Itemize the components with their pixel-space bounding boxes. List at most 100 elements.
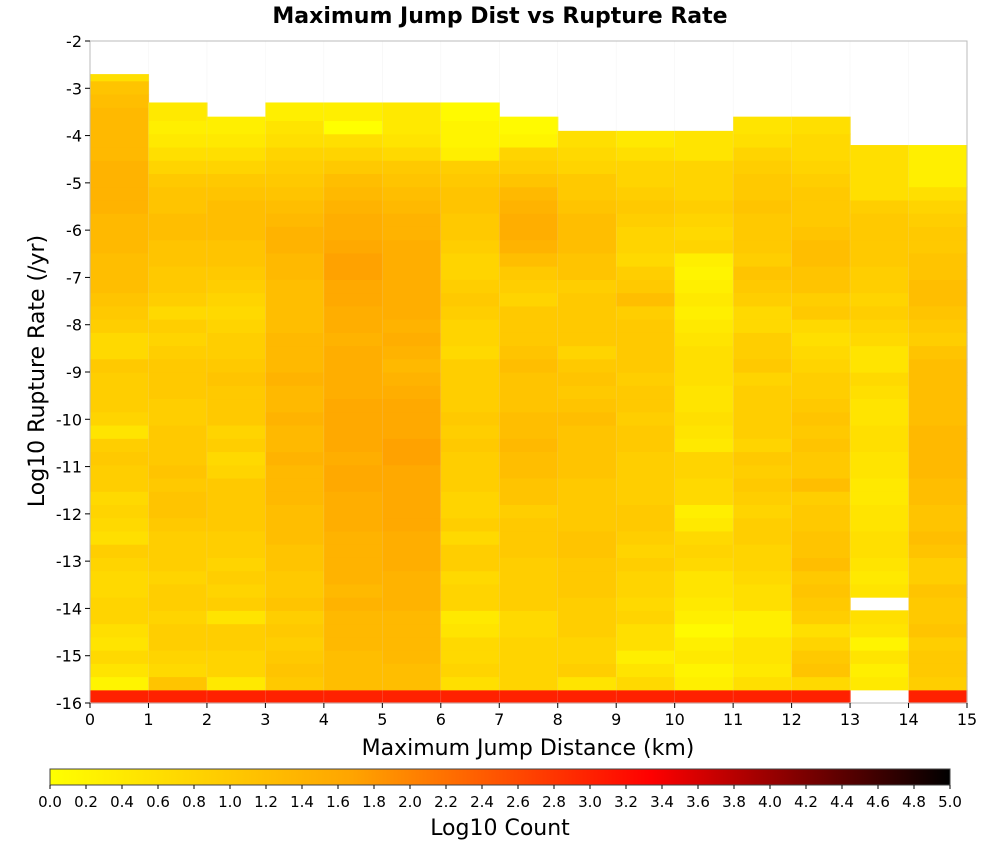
heatmap-cell — [265, 477, 325, 492]
heatmap-cell — [499, 358, 559, 373]
heatmap-cell — [616, 372, 676, 386]
heatmap-cell — [791, 610, 851, 625]
heatmap-cell — [791, 213, 851, 227]
colorbar-tick-label: 3.4 — [650, 793, 674, 811]
heatmap-cell — [674, 186, 734, 201]
heatmap-cell — [733, 372, 793, 386]
heatmap-cell — [850, 610, 910, 625]
heatmap-cell — [557, 372, 617, 386]
heatmap-cell — [557, 504, 617, 519]
heatmap-cell — [382, 504, 442, 519]
colorbar-tick-label: 4.6 — [866, 793, 890, 811]
heatmap-cell — [382, 424, 442, 439]
heatmap-cell — [323, 372, 383, 386]
heatmap-cell — [206, 623, 266, 638]
heatmap-cell — [382, 570, 442, 585]
colorbar-tick-label: 2.0 — [398, 793, 422, 811]
heatmap-cell — [908, 451, 968, 466]
heatmap-cell — [148, 636, 208, 651]
heatmap-cell — [90, 226, 150, 241]
heatmap-cell — [850, 305, 910, 320]
x-tick-label: 0 — [85, 710, 95, 729]
heatmap-cell — [557, 597, 617, 611]
heatmap-cell — [499, 173, 559, 188]
heatmap-cell — [616, 213, 676, 227]
heatmap-cell — [674, 239, 734, 254]
heatmap-cell — [206, 663, 266, 678]
heatmap-cell — [616, 557, 676, 572]
heatmap-cell — [206, 517, 266, 532]
y-tick-label: -16 — [56, 694, 82, 713]
heatmap-cell — [908, 583, 968, 598]
heatmap-cell — [499, 557, 559, 572]
heatmap-cell — [148, 663, 208, 678]
heatmap-cell — [206, 358, 266, 373]
heatmap-cell — [265, 186, 325, 201]
heatmap-cell — [557, 438, 617, 453]
colorbar-tick-label: 1.6 — [326, 793, 350, 811]
heatmap-cell — [323, 173, 383, 188]
heatmap-cell — [90, 80, 150, 95]
heatmap-cell — [791, 517, 851, 532]
heatmap-cell — [323, 332, 383, 347]
heatmap-cell — [382, 385, 442, 400]
heatmap-cell — [440, 372, 500, 386]
colorbar-tick-label: 3.0 — [578, 793, 602, 811]
heatmap-cell — [323, 239, 383, 254]
heatmap-cell — [265, 583, 325, 598]
heatmap-cell — [557, 146, 617, 161]
colorbar-tick-label: 4.4 — [830, 793, 854, 811]
heatmap-cell — [90, 319, 150, 333]
heatmap-cell — [148, 544, 208, 558]
heatmap-cell — [499, 398, 559, 413]
y-tick-label: -4 — [66, 127, 82, 146]
heatmap-cell — [616, 411, 676, 426]
heatmap-cell — [674, 358, 734, 373]
heatmap-cell — [90, 133, 150, 148]
heatmap-cell — [440, 623, 500, 638]
heatmap-cell — [90, 504, 150, 519]
heatmap-cell — [265, 504, 325, 519]
heatmap-cell — [791, 504, 851, 519]
heatmap-cell — [148, 385, 208, 400]
heatmap-cell — [323, 226, 383, 241]
heatmap-cell — [850, 332, 910, 347]
heatmap-cell — [850, 292, 910, 307]
heatmap-cell — [499, 676, 559, 691]
heatmap-cell — [674, 199, 734, 214]
heatmap-cell — [440, 464, 500, 479]
x-tick-label: 2 — [202, 710, 212, 729]
heatmap-cell — [440, 663, 500, 678]
heatmap-cell — [499, 544, 559, 558]
heatmap-cell — [440, 160, 500, 174]
heatmap-cell — [908, 372, 968, 386]
heatmap-cell — [206, 292, 266, 307]
heatmap-cell — [382, 186, 442, 201]
colorbar-tick-label: 1.4 — [290, 793, 314, 811]
heatmap-cell — [440, 517, 500, 532]
heatmap-cell — [265, 438, 325, 453]
heatmap-cell — [382, 636, 442, 651]
heatmap-cell — [148, 623, 208, 638]
colorbar-tick-label: 2.2 — [434, 793, 458, 811]
heatmap-cell — [148, 239, 208, 254]
heatmap-cell — [90, 93, 150, 108]
heatmap-cell — [90, 385, 150, 400]
heatmap-cell — [791, 650, 851, 664]
heatmap-cell — [323, 583, 383, 598]
heatmap-cell — [674, 557, 734, 572]
heatmap-cell — [323, 477, 383, 492]
x-tick-label: 4 — [319, 710, 329, 729]
heatmap-cell — [440, 530, 500, 545]
heatmap-cell — [323, 186, 383, 201]
heatmap-cell — [323, 279, 383, 294]
heatmap-cell — [499, 239, 559, 254]
heatmap-cell — [557, 663, 617, 678]
heatmap-cell — [499, 266, 559, 280]
y-axis-label: Log10 Rupture Rate (/yr) — [25, 235, 50, 507]
heatmap-cell — [850, 145, 910, 188]
heatmap-cell — [440, 583, 500, 598]
heatmap-cell — [908, 676, 968, 691]
heatmap-cell — [908, 597, 968, 611]
heatmap-cell — [206, 530, 266, 545]
